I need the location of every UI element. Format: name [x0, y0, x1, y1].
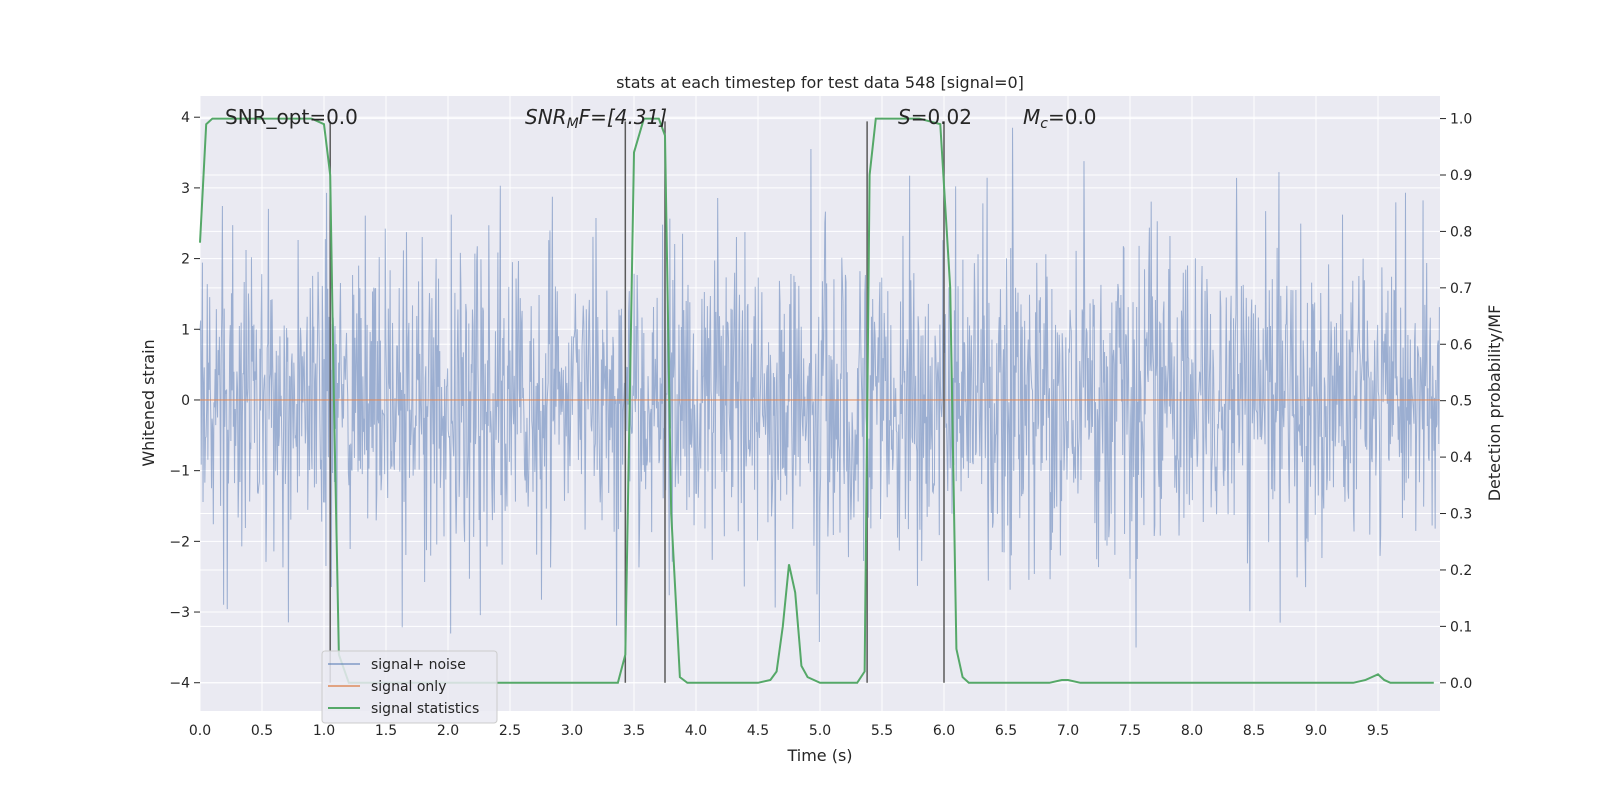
legend-label-signal-statistics: signal statistics — [371, 701, 479, 717]
y-left-tick-label: 3 — [181, 181, 190, 197]
y-right-tick-label: 0.9 — [1450, 168, 1472, 184]
x-tick-label: 1.0 — [313, 723, 335, 739]
y-left-axis-label: Whitened strain — [139, 339, 158, 466]
legend-label-signal-only: signal only — [371, 679, 446, 695]
y-left-tick-label: 4 — [181, 110, 190, 126]
x-tick-label: 0.5 — [251, 723, 273, 739]
x-tick-label: 6.5 — [995, 723, 1017, 739]
y-right-tick-label: 0.0 — [1450, 676, 1472, 692]
y-right-tick-label: 0.5 — [1450, 394, 1472, 410]
x-tick-label: 4.0 — [685, 723, 707, 739]
annotation-s: S=0.02 — [898, 105, 972, 129]
x-tick-label: 0.0 — [189, 723, 211, 739]
signal-noise-line — [199, 127, 1440, 648]
x-tick-label: 7.0 — [1057, 723, 1079, 739]
y-left-tick-label: 2 — [181, 252, 190, 268]
x-tick-label: 8.5 — [1243, 723, 1265, 739]
y-left-tick-labels: −4 −3 −2 −1 0 1 2 3 4 — [169, 110, 200, 692]
x-tick-label: 3.5 — [623, 723, 645, 739]
y-right-tick-label: 0.3 — [1450, 507, 1472, 523]
chart-title: stats at each timestep for test data 548… — [616, 73, 1024, 92]
y-left-tick-label: −3 — [169, 605, 190, 621]
x-tick-label: 9.0 — [1305, 723, 1327, 739]
series-signal-noise — [199, 127, 1440, 648]
y-right-axis-label: Detection probability/MF — [1485, 305, 1504, 502]
y-right-tick-label: 1.0 — [1450, 112, 1472, 128]
x-tick-label: 5.5 — [871, 723, 893, 739]
x-tick-label: 7.5 — [1119, 723, 1141, 739]
y-right-tick-label: 0.1 — [1450, 619, 1472, 635]
annotation-snr-opt: SNR_opt=0.0 — [225, 105, 358, 129]
x-tick-labels: 0.0 0.5 1.0 1.5 2.0 2.5 3.0 3.5 4.0 4.5 5.0 5.5 6.0 6… — [189, 723, 1389, 739]
y-left-tick-label: −4 — [169, 676, 190, 692]
legend: signal+ noise signal only signal statist… — [321, 650, 498, 724]
x-tick-label: 9.5 — [1367, 723, 1389, 739]
x-tick-label: 3.0 — [561, 723, 583, 739]
y-left-tick-label: −1 — [169, 464, 190, 480]
x-tick-label: 4.5 — [747, 723, 769, 739]
y-left-tick-label: −2 — [169, 534, 190, 550]
legend-label-signal-noise: signal+ noise — [371, 657, 466, 673]
y-right-tick-label: 0.8 — [1450, 224, 1472, 240]
y-right-tick-label: 0.6 — [1450, 337, 1472, 353]
x-tick-label: 5.0 — [809, 723, 831, 739]
x-tick-label: 1.5 — [375, 723, 397, 739]
x-tick-label: 8.0 — [1181, 723, 1203, 739]
annotation-mc: Mc=0.0 — [1023, 105, 1097, 132]
y-right-tick-label: 0.2 — [1450, 563, 1472, 579]
x-axis-label: Time (s) — [786, 746, 852, 765]
y-right-tick-labels: 0.0 0.1 0.2 0.3 0.4 0.5 0.6 0.7 0.8 0.9 1.0 — [1440, 112, 1472, 692]
x-tick-label: 2.0 — [437, 723, 459, 739]
y-left-tick-label: 0 — [181, 393, 190, 409]
y-right-tick-label: 0.7 — [1450, 281, 1472, 297]
annotation-snr-mf: SNRMF=[4.31] — [525, 105, 667, 132]
y-right-tick-label: 0.4 — [1450, 450, 1472, 466]
y-left-tick-label: 1 — [181, 322, 190, 338]
x-tick-label: 2.5 — [499, 723, 521, 739]
x-tick-label: 6.0 — [933, 723, 955, 739]
legend-box — [321, 650, 498, 724]
